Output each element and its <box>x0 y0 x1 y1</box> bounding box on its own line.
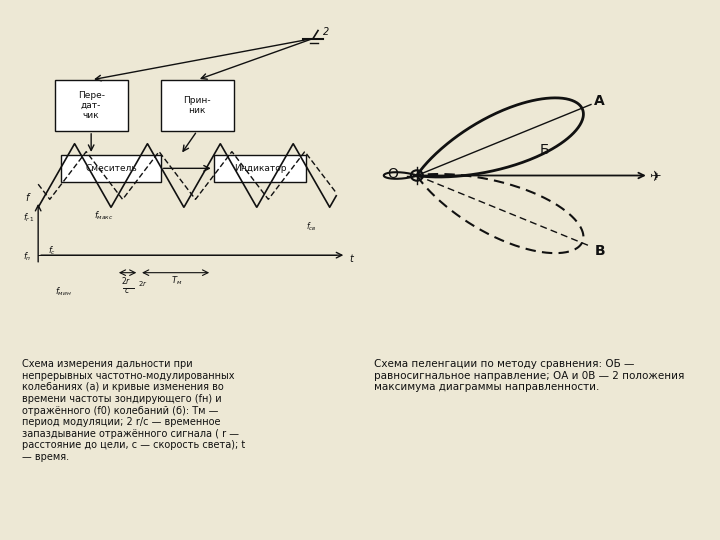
Text: $2r$: $2r$ <box>138 279 147 288</box>
Text: $T_м$: $T_м$ <box>171 275 182 287</box>
FancyBboxPatch shape <box>55 80 127 131</box>
FancyBboxPatch shape <box>214 155 307 182</box>
Text: В: В <box>594 244 605 258</box>
FancyBboxPatch shape <box>161 80 233 131</box>
Text: $c$: $c$ <box>125 286 130 295</box>
Text: Прин-
ник: Прин- ник <box>184 96 211 115</box>
Text: Пере-
дат-
чик: Пере- дат- чик <box>78 91 104 120</box>
Text: Б: Б <box>540 143 549 157</box>
Text: $f_п$: $f_п$ <box>23 251 32 264</box>
Text: А: А <box>594 93 605 107</box>
Text: $2r$: $2r$ <box>121 275 131 286</box>
Text: ✈: ✈ <box>649 169 660 183</box>
Text: $f_{макс}$: $f_{макс}$ <box>94 210 114 222</box>
Text: О: О <box>387 167 398 181</box>
Text: $f_{мин}$: $f_{мин}$ <box>55 286 71 299</box>
FancyBboxPatch shape <box>61 155 161 182</box>
Text: Схема измерения дальности при
непрерывных частотно-модулированных
колебаниях (а): Схема измерения дальности при непрерывны… <box>22 359 245 462</box>
Text: f: f <box>25 193 28 203</box>
Text: Индикатор: Индикатор <box>234 164 287 173</box>
Text: Схема пеленгации по методу сравнения: ОБ —
равносигнальное направление; ОА и 0В : Схема пеленгации по методу сравнения: ОБ… <box>374 359 684 392</box>
Text: $f_{г1}$: $f_{г1}$ <box>23 211 35 224</box>
Text: t: t <box>349 253 354 264</box>
Text: $f_{св}$: $f_{св}$ <box>307 221 317 233</box>
Text: 2: 2 <box>323 28 329 37</box>
Text: Смеситель: Смеситель <box>85 164 137 173</box>
Text: $f_c$: $f_c$ <box>48 245 56 257</box>
